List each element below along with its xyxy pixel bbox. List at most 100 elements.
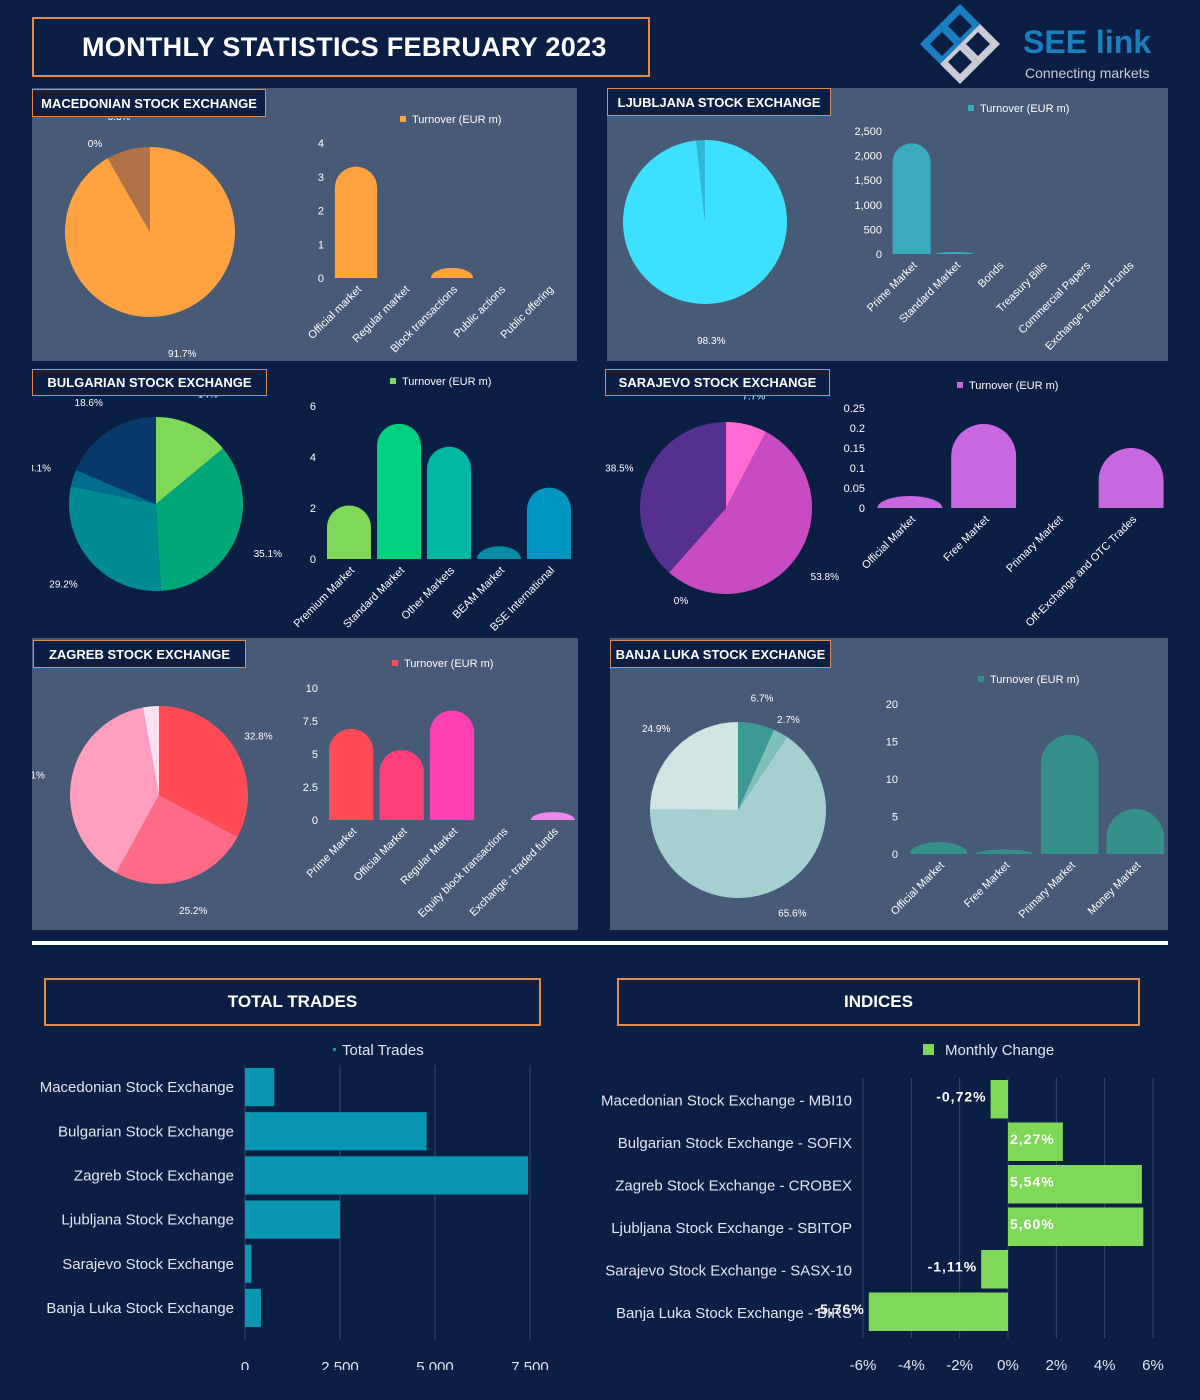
bar-beam-market (477, 546, 521, 559)
pie-slice-18-6 (75, 417, 156, 504)
x-tick-label: 0% (997, 1357, 1019, 1370)
y-tick-label: 10 (886, 774, 898, 786)
pie-slice-91-7 (65, 147, 236, 317)
bar-exchange-traded-funds (530, 812, 575, 820)
bar-bse-international (527, 487, 571, 559)
x-tick-label-free-market: Free Market (962, 860, 1012, 910)
bar-money-market (1106, 809, 1165, 854)
y-tick-label-banja-luka-stock-exchange: Banja Luka Stock Exchange (46, 1300, 234, 1317)
bar-chart-banja-luka: Turnover (EUR m) 0 5 10 15 20 Official Market F… (886, 674, 1165, 921)
y-tick-label: 1 (318, 239, 324, 251)
y-tick-label: 4 (318, 138, 324, 150)
section-divider (32, 941, 1168, 945)
x-tick-label: 2% (1045, 1357, 1067, 1370)
pie-label-98-3: 98.3% (697, 336, 725, 347)
x-tick-label: -6% (850, 1357, 877, 1370)
y-tick-label: 0 (892, 849, 898, 861)
x-tick-label: 2,500 (321, 1359, 359, 1370)
y-tick-label-ljubljana-stock-exchange: Ljubljana Stock Exchange (61, 1212, 234, 1229)
y-tick-label: 2,500 (854, 126, 882, 138)
pie-slice-65-6 (650, 736, 826, 898)
x-tick-label-exchange-traded-funds: Exchange - traded funds (468, 825, 562, 919)
y-tick-label-macedonian-stock-exchange-mbi10: Macedonian Stock Exchange - MBI10 (601, 1092, 852, 1109)
y-tick-label: 2,000 (854, 151, 882, 163)
y-tick-label: 10 (306, 683, 318, 695)
pie-slice-7-7 (726, 422, 767, 508)
y-tick-label: 4 (310, 452, 316, 464)
pie-label-0: 0% (674, 596, 689, 607)
bar-standard-market (935, 252, 975, 254)
y-tick-label: 6 (310, 401, 316, 413)
y-tick-label-bulgarian-stock-exchange: Bulgarian Stock Exchange (58, 1123, 234, 1140)
pie-label-2-9: 2.9% (136, 675, 159, 678)
pie-label-91-7: 91.7% (168, 349, 196, 358)
pie-slice-53-8 (669, 431, 812, 594)
y-tick-label: 2 (318, 206, 324, 218)
pie-label-65-6: 65.6% (778, 908, 806, 919)
pie-label-7-7: 7.7% (742, 396, 765, 402)
y-tick-label: 0.15 (844, 443, 865, 455)
y-tick-label: 20 (886, 699, 898, 711)
y-tick-label-zagreb-stock-exchange: Zagreb Stock Exchange (74, 1167, 234, 1184)
y-tick-label: 5 (892, 812, 898, 824)
pie-slice-32-8 (159, 706, 248, 837)
bar-banja-luka-stock-exchange-birs (868, 1292, 1008, 1331)
y-tick-label-bulgarian-stock-exchange-sofix: Bulgarian Stock Exchange - SOFIX (618, 1135, 852, 1152)
y-tick-label: 0 (859, 503, 865, 515)
x-tick-label-official-market: Official Market (860, 514, 918, 572)
panel-title-macedonian: MACEDONIAN STOCK EXCHANGE (32, 89, 266, 117)
legend-swatch (957, 382, 963, 388)
bar-free-market (951, 424, 1017, 508)
panel-title-bulgarian: BULGARIAN STOCK EXCHANGE (32, 369, 267, 396)
legend-label: Turnover (EUR m) (404, 658, 493, 670)
x-tick-label-beam-market: BEAM Market (451, 565, 507, 621)
data-label: -1,11% (928, 1258, 978, 1274)
bar-prime-market (892, 143, 931, 254)
bar-chart-sarajevo: Turnover (EUR m) 0 0.05 0.1 0.15 0.2 0.25 Offic… (844, 380, 1164, 629)
x-tick-label: 4% (1094, 1357, 1116, 1370)
page-title: MONTHLY STATISTICS FEBRUARY 2023 (32, 17, 650, 77)
pie-slice-14 (156, 417, 224, 504)
x-tick-label-exchange-traded-funds: Exchange Traded Funds (1043, 259, 1137, 353)
pie-slice-8-3 (107, 147, 150, 232)
pie-label-32-8: 32.8% (244, 731, 272, 742)
x-tick-label-official-market: Official Market (889, 860, 947, 918)
x-tick-label-bonds: Bonds (976, 259, 1007, 290)
y-tick-label-macedonian-stock-exchange: Macedonian Stock Exchange (40, 1079, 234, 1096)
legend-swatch (390, 378, 396, 384)
bar-official-market (909, 842, 968, 854)
bar-other-markets (427, 446, 471, 559)
y-tick-label-banja-luka-stock-exchange-birs: Banja Luka Stock Exchange - BIRS (616, 1305, 852, 1322)
y-tick-label: 7.5 (303, 716, 318, 728)
pie-slice-24-9 (650, 722, 738, 810)
y-tick-label: 5 (312, 749, 318, 761)
legend-label: Total Trades (342, 1042, 424, 1059)
y-tick-label: 500 (864, 224, 882, 236)
pie-label-3-1: 3.1% (32, 463, 51, 474)
data-label: -5,76% (814, 1301, 864, 1317)
y-tick-label: 2.5 (303, 782, 318, 794)
logo-text: SEE link (1023, 24, 1152, 60)
bar-bulgarian-stock-exchange-sofix (1008, 1122, 1063, 1161)
x-tick-label-other-markets: Other Markets (399, 564, 457, 622)
y-tick-label: 15 (886, 737, 898, 749)
pie-label-0: 0% (88, 139, 103, 150)
data-label: 5,54% (1010, 1173, 1055, 1189)
pie-chart-sarajevo: 7.7% 53.8% 0% 38.5% (605, 396, 839, 607)
pie-label-35-1: 35.1% (254, 549, 282, 560)
pie-label-53-8: 53.8% (811, 572, 839, 583)
legend-label: Turnover (EUR m) (980, 103, 1069, 115)
y-tick-label: 3 (318, 172, 324, 184)
bar-standard-market (377, 423, 421, 559)
total-trades-heading: TOTAL TRADES (44, 978, 541, 1026)
bar-macedonian-stock-exchange-mbi10 (990, 1080, 1008, 1119)
pie-chart-ljubljana: 98.3%1.7% (623, 140, 787, 347)
legend-label: Monthly Change (945, 1042, 1054, 1059)
y-tick-label: 0.25 (844, 403, 865, 415)
y-tick-label: 0 (312, 815, 318, 827)
pie-slice-35-1 (156, 448, 243, 591)
bar-sarajevo-stock-exchange (245, 1244, 252, 1283)
x-tick-label-prime-market: Prime Market (305, 826, 360, 881)
x-tick-label: 5,000 (416, 1359, 454, 1370)
